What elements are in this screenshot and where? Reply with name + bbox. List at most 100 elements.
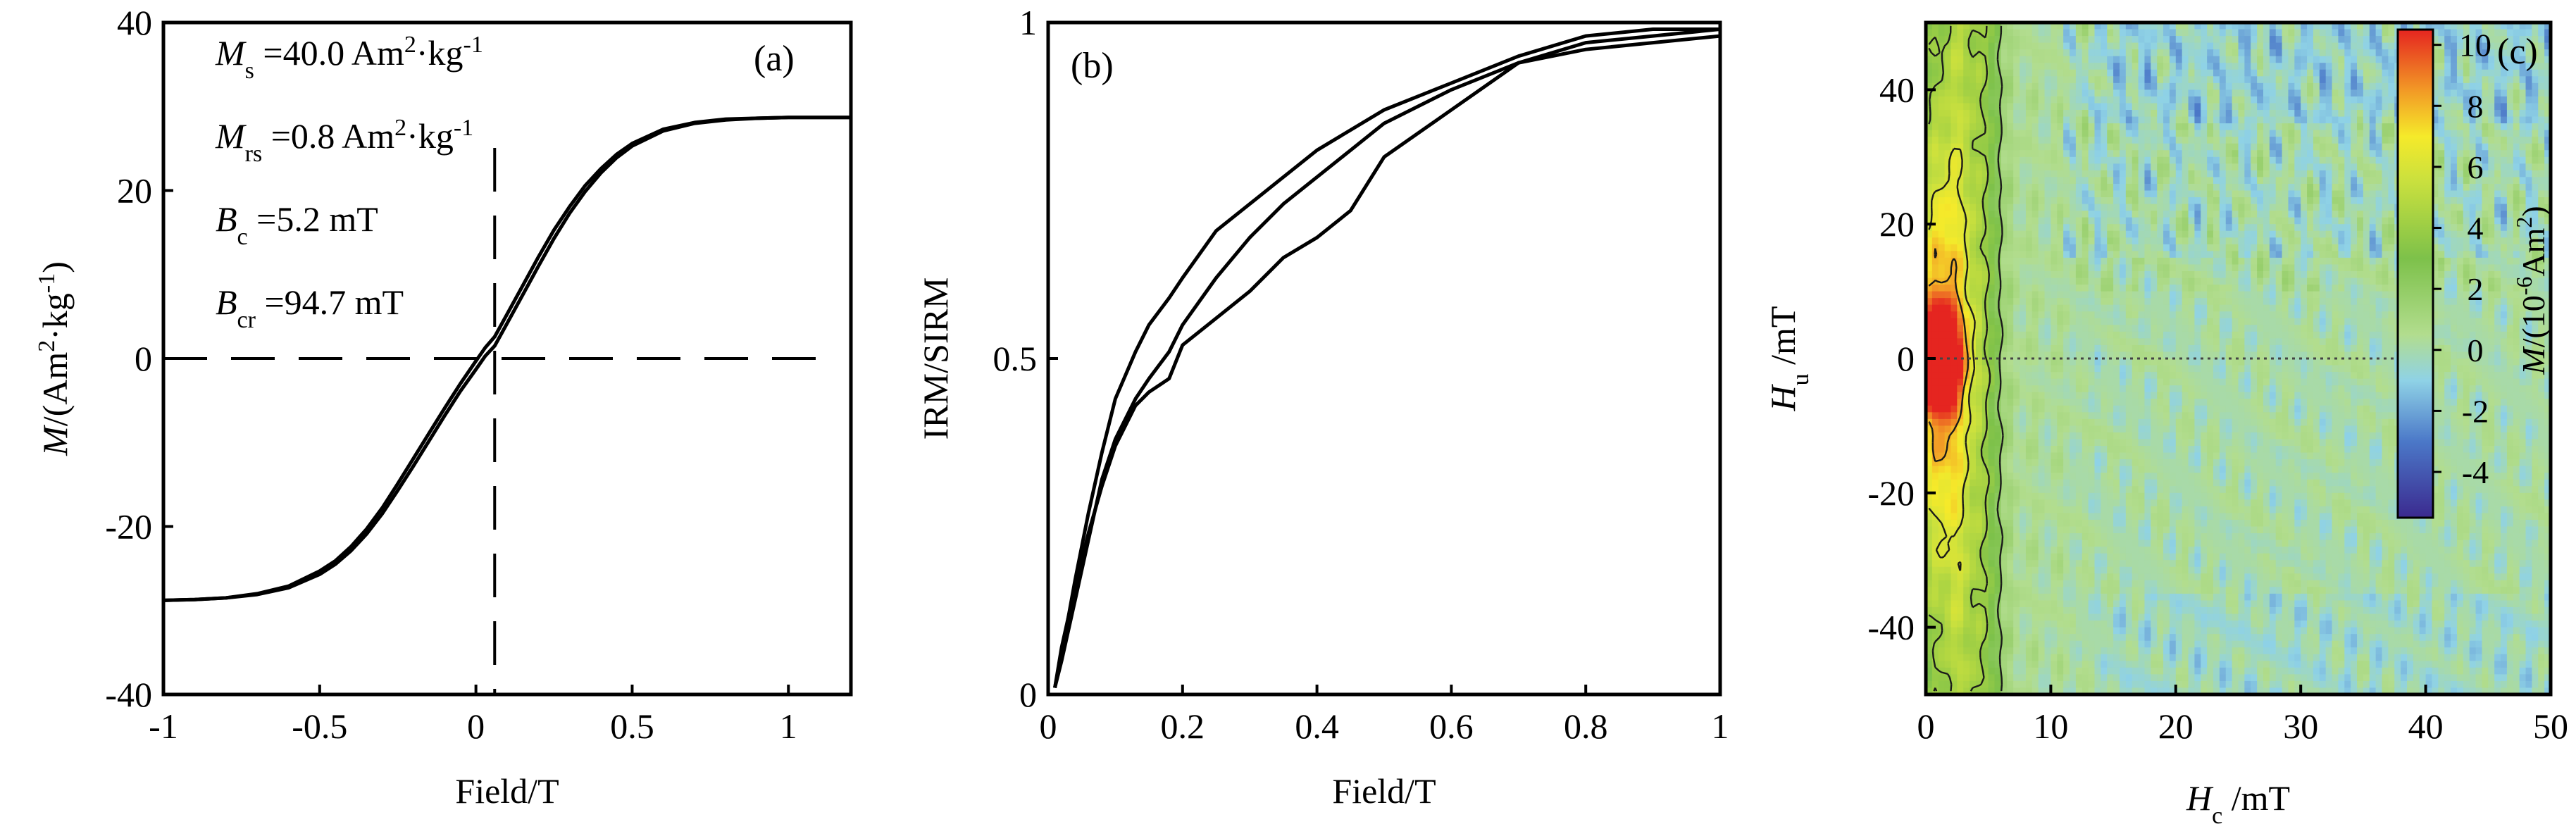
heatmap-cell	[2319, 150, 2327, 158]
heatmap-cell	[1963, 137, 1970, 144]
heatmap-cell	[2463, 42, 2470, 50]
heatmap-cell	[2094, 285, 2101, 292]
heatmap-cell	[2163, 278, 2170, 285]
heatmap-cell	[1926, 211, 1933, 218]
heatmap-cell	[2182, 325, 2189, 332]
heatmap-cell	[2125, 298, 2133, 306]
heatmap-cell	[2325, 331, 2333, 339]
heatmap-cell	[2475, 183, 2483, 192]
heatmap-cell	[2451, 150, 2458, 158]
heatmap-cell	[2101, 143, 2108, 151]
heatmap-cell	[2107, 82, 2114, 90]
heatmap-cell	[2151, 177, 2158, 185]
heatmap-cell	[2469, 264, 2477, 272]
heatmap-cell	[2532, 217, 2539, 225]
heatmap-cell	[2169, 338, 2177, 346]
heatmap-cell	[2182, 96, 2189, 104]
heatmap-cell	[2125, 49, 2133, 57]
heatmap-cell	[2463, 338, 2470, 346]
heatmap-cell	[2194, 285, 2201, 292]
heatmap-cell	[2332, 177, 2339, 185]
heatmap-cell	[2313, 177, 2320, 185]
heatmap-cell	[2188, 298, 2196, 306]
heatmap-cell	[2119, 116, 2127, 124]
heatmap-cell	[2020, 163, 2027, 171]
heatmap-cell	[2070, 224, 2077, 232]
heatmap-cell	[2025, 130, 2033, 137]
heatmap-cell	[2451, 217, 2458, 225]
heatmap-cell	[2157, 338, 2164, 346]
heatmap-cell	[2219, 190, 2227, 198]
heatmap-cell	[2388, 143, 2395, 151]
heatmap-cell	[2301, 304, 2308, 312]
heatmap-cell	[2363, 217, 2370, 225]
heatmap-cell	[2175, 143, 2183, 151]
heatmap-cell	[2388, 304, 2395, 312]
heatmap-cell	[2538, 190, 2545, 198]
heatmap-cell	[2438, 143, 2445, 151]
heatmap-cell	[2369, 137, 2377, 144]
heatmap-cell	[2488, 42, 2495, 50]
heatmap-cell	[2007, 331, 2014, 339]
heatmap-cell	[2194, 63, 2201, 70]
heatmap-cell	[2031, 123, 2039, 131]
heatmap-cell	[2238, 291, 2245, 299]
heatmap-cell	[2088, 89, 2096, 97]
heatmap-cell	[2007, 230, 2014, 238]
heatmap-cell	[2438, 63, 2445, 70]
heatmap-cell	[2301, 298, 2308, 306]
heatmap-cell	[2525, 344, 2532, 353]
heatmap-cell	[2294, 82, 2301, 90]
heatmap-cell	[2001, 304, 2008, 312]
heatmap-cell	[2332, 325, 2339, 332]
heatmap-cell	[2351, 130, 2358, 137]
heatmap-cell	[2451, 143, 2458, 151]
heatmap-cell	[2288, 204, 2295, 211]
heatmap-cell	[2432, 137, 2439, 144]
heatmap-cell	[2357, 156, 2364, 164]
heatmap-cell	[2519, 244, 2527, 251]
heatmap-cell	[1931, 150, 1939, 158]
heatmap-cell	[1988, 217, 1996, 225]
heatmap-cell	[1970, 130, 1977, 137]
heatmap-cell	[2257, 278, 2264, 285]
heatmap-cell	[2101, 237, 2108, 245]
heatmap-cell	[2094, 230, 2101, 238]
heatmap-cell	[2244, 325, 2251, 332]
heatmap-cell	[2275, 217, 2283, 225]
heatmap-cell	[2357, 42, 2364, 50]
heatmap-cell	[2325, 257, 2333, 266]
heatmap-cell	[2319, 163, 2327, 171]
heatmap-cell	[2388, 89, 2395, 97]
heatmap-cell	[2075, 36, 2083, 44]
heatmap-cell	[2075, 89, 2083, 97]
heatmap-cell	[2157, 217, 2164, 225]
heatmap-cell	[2332, 49, 2339, 57]
heatmap-cell	[2369, 130, 2377, 137]
heatmap-cell	[2438, 344, 2445, 353]
heatmap-cell	[2057, 29, 2064, 37]
heatmap-cell	[1931, 130, 1939, 137]
heatmap-cell	[2456, 291, 2464, 299]
heatmap-cell	[2025, 344, 2033, 353]
heatmap-cell	[1938, 304, 1946, 312]
heatmap-cell	[1994, 143, 2002, 151]
heatmap-cell	[2119, 304, 2127, 312]
heatmap-cell	[2257, 130, 2264, 137]
heatmap-cell	[2207, 123, 2214, 131]
heatmap-cell	[1988, 89, 1996, 97]
heatmap-cell	[2213, 257, 2220, 266]
heatmap-cell	[2319, 211, 2327, 218]
heatmap-cell	[2007, 63, 2014, 70]
heatmap-cell	[2519, 29, 2527, 37]
heatmap-cell	[2325, 76, 2333, 84]
heatmap-cell	[1963, 325, 1970, 332]
heatmap-cell	[1981, 163, 1989, 171]
heatmap-cell	[2138, 89, 2146, 97]
heatmap-cell	[2525, 204, 2532, 211]
heatmap-cell	[2538, 344, 2545, 353]
heatmap-cell	[2144, 224, 2151, 232]
heatmap-cell	[2338, 63, 2345, 70]
heatmap-cell	[2132, 264, 2139, 272]
heatmap-cell	[2275, 325, 2283, 332]
